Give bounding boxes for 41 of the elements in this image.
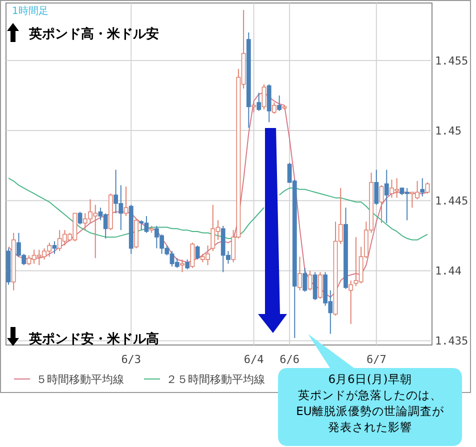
candlestick — [374, 169, 379, 206]
candlestick — [195, 244, 200, 260]
candlestick — [256, 92, 262, 112]
candlestick — [318, 272, 322, 300]
text: 6月6日(月)早朝 — [328, 372, 412, 386]
candlestick — [78, 211, 82, 225]
y-tick-label: 1.455 — [435, 54, 468, 68]
x-tick-label: 6/7 — [366, 353, 386, 366]
annotation: 英ポンド安・米ドル高 — [28, 331, 159, 347]
candlestick — [52, 240, 57, 254]
candlestick — [384, 169, 389, 224]
y-tick-label: 1.44 — [435, 264, 462, 278]
candlestick — [348, 280, 354, 324]
candlestick — [302, 267, 308, 292]
candlestick — [190, 242, 195, 268]
candlestick — [379, 184, 384, 224]
candlestick — [272, 102, 276, 114]
annotation: 1時間足 — [12, 5, 48, 17]
x-tick-label: 6/4 — [244, 353, 264, 366]
y-tick-label: 1.45 — [435, 124, 462, 138]
legend-label: ５時間移動平均線 — [36, 373, 124, 386]
candlestick — [425, 182, 430, 194]
x-tick-label: 6/6 — [280, 353, 300, 366]
annotation: 英ポンド高・米ドル安 — [28, 26, 159, 42]
y-tick-label: 1.445 — [435, 194, 468, 208]
candlestick — [180, 259, 184, 273]
candlestick — [420, 178, 425, 197]
candlestick — [185, 259, 190, 270]
candlestick — [312, 272, 318, 301]
candlestick — [308, 270, 312, 291]
candlestick — [252, 102, 256, 113]
candlestick — [277, 95, 282, 112]
candlestick — [262, 84, 266, 110]
y-tick-label: 1.435 — [435, 334, 468, 348]
candlestick — [124, 186, 128, 217]
text: 英ポンドが急落したのは、 — [298, 388, 442, 402]
text: EU離脱派優勢の世論調査が — [296, 404, 445, 418]
text: 発表された影響 — [328, 420, 412, 434]
x-tick-label: 6/3 — [121, 353, 142, 366]
candlestick — [298, 256, 302, 291]
legend-label: ２５時間移動平均線 — [166, 373, 265, 386]
